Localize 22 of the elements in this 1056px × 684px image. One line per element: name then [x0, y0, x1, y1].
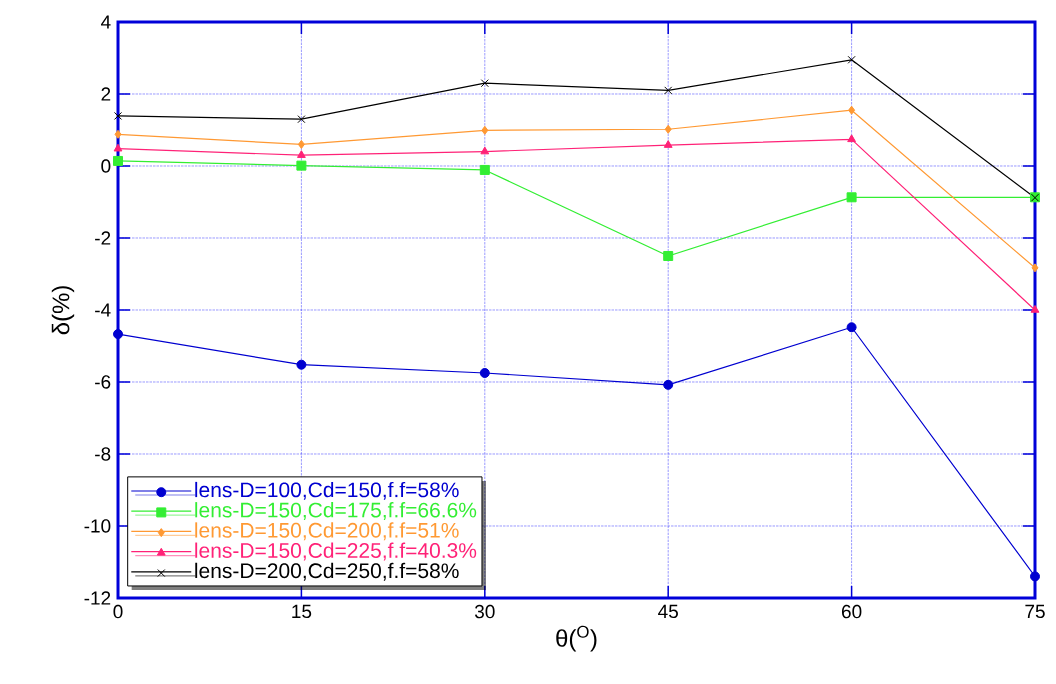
y-axis-title: δ(%) [51, 286, 75, 335]
x-axis-title: θ($^{O}$) [556, 625, 597, 652]
legend-label: lens-D=150,Cd=225,f.f=40.3% [195, 542, 477, 561]
y-tick-label: -10 [84, 519, 111, 533]
y-tick-label: 0 [101, 159, 111, 173]
x-tick-label: 60 [841, 604, 862, 619]
legend-label: lens-D=150,Cd=175,f.f=66.6% [195, 502, 477, 520]
x-tick-label: 30 [474, 604, 495, 619]
y-tick-label: 2 [101, 87, 111, 101]
legend-label: lens-D=100,Cd=150,f.f=58% [195, 481, 459, 500]
y-tick-label: -12 [84, 591, 111, 605]
y-tick-label: 4 [101, 15, 111, 29]
x-tick-label: 75 [1025, 604, 1045, 619]
y-tick-label: -8 [95, 447, 111, 461]
y-tick-label: -2 [95, 231, 111, 245]
legend-label: lens-D=150,Cd=200,f.f=51% [195, 522, 459, 541]
x-tick-label: 0 [113, 604, 123, 619]
x-tick-label: 45 [658, 604, 678, 619]
y-tick-label: -4 [95, 303, 111, 317]
legend-label: lens-D=200,Cd=250,f.f=58% [195, 562, 459, 581]
y-tick-label: -6 [95, 375, 111, 389]
x-tick-label: 15 [292, 604, 312, 619]
